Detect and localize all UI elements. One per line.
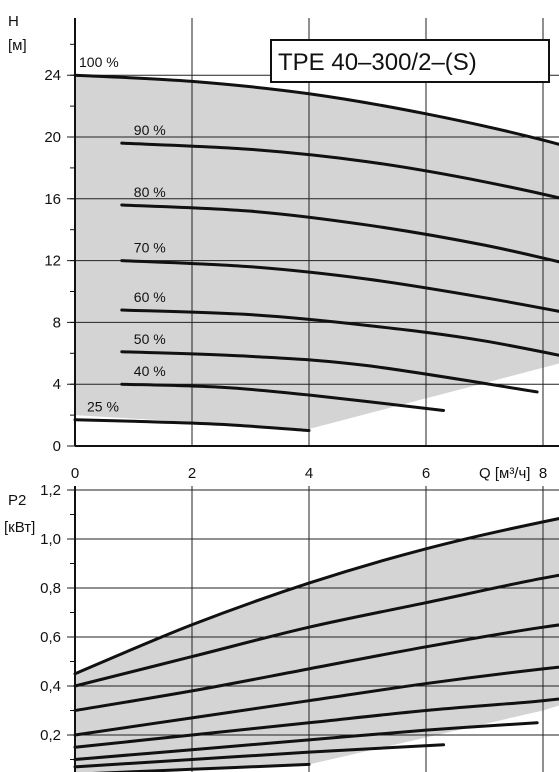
head-curve <box>120 350 539 394</box>
y-tick-label: 0,8 <box>40 580 61 597</box>
speed-label: 90 % <box>134 122 166 138</box>
power-curve <box>73 623 559 712</box>
y-tick-label: 0,4 <box>40 678 61 695</box>
x-tick-label: 8 <box>539 465 547 482</box>
y-tick-label: 24 <box>44 67 61 84</box>
power-curve <box>91 762 311 772</box>
speed-label: 60 % <box>134 289 166 305</box>
speed-label: 25 % <box>87 399 119 415</box>
power-grid <box>67 486 559 772</box>
speed-label: 70 % <box>134 240 166 256</box>
y-tick-label: 12 <box>44 253 61 270</box>
speed-label: 50 % <box>134 331 166 347</box>
power-chart: 0,2 0,4 0,6 0,8 1,0 1,2 P2 [кВт] <box>4 482 559 772</box>
head-curve <box>120 203 559 264</box>
head-chart: 100 % 90 % 80 % 70 % 60 % 50 % 40 % 25 % 0 4 8 12 1… <box>8 13 559 482</box>
power-curve <box>73 573 559 688</box>
speed-label: 100 % <box>79 54 119 70</box>
chart-title: TPE 40–300/2–(S) <box>278 49 477 76</box>
power-curves <box>73 517 559 772</box>
y-tick-label: 4 <box>53 376 61 393</box>
x-tick-label: 6 <box>422 465 430 482</box>
power-curve <box>73 697 559 749</box>
power-y-ticks: 0,2 0,4 0,6 0,8 1,0 1,2 <box>40 482 61 744</box>
power-axis-unit: [кВт] <box>4 519 35 536</box>
power-axis-label: P2 <box>8 492 26 509</box>
power-curve <box>73 665 559 737</box>
y-tick-label: 20 <box>44 129 61 146</box>
title-box <box>270 39 550 83</box>
y-tick-label: 8 <box>53 314 61 331</box>
x-tick-label: 0 <box>71 465 79 482</box>
head-curve <box>120 382 446 412</box>
y-tick-label: 0,6 <box>40 629 61 646</box>
head-curve <box>73 418 311 433</box>
head-curve <box>120 141 559 200</box>
y-tick-label: 0,2 <box>40 727 61 744</box>
head-x-ticks: 024681012 <box>71 465 547 482</box>
head-curves <box>73 73 559 433</box>
head-curve <box>120 259 559 313</box>
head-axis-unit: [м] <box>8 37 27 54</box>
speed-label: 40 % <box>134 363 166 379</box>
power-curve <box>73 721 539 761</box>
head-speed-labels: 100 % 90 % 80 % 70 % 60 % 50 % 40 % 25 % <box>79 54 166 415</box>
y-tick-label: 1,0 <box>40 531 61 548</box>
y-tick-label: 16 <box>44 191 61 208</box>
operating-envelope <box>75 75 559 430</box>
head-curve <box>120 308 559 357</box>
head-y-ticks: 0 4 8 12 16 20 24 <box>44 67 61 455</box>
power-curve <box>73 517 559 676</box>
flow-axis-label: Q [м³/ч] <box>479 465 530 482</box>
x-tick-label: 4 <box>305 465 313 482</box>
y-tick-label: 1,2 <box>40 482 61 499</box>
speed-label: 80 % <box>134 184 166 200</box>
head-axis-label: H <box>8 13 19 30</box>
head-curve <box>73 73 559 146</box>
y-tick-label: 0 <box>53 438 61 455</box>
x-tick-label: 2 <box>188 465 196 482</box>
power-curve <box>73 743 446 769</box>
